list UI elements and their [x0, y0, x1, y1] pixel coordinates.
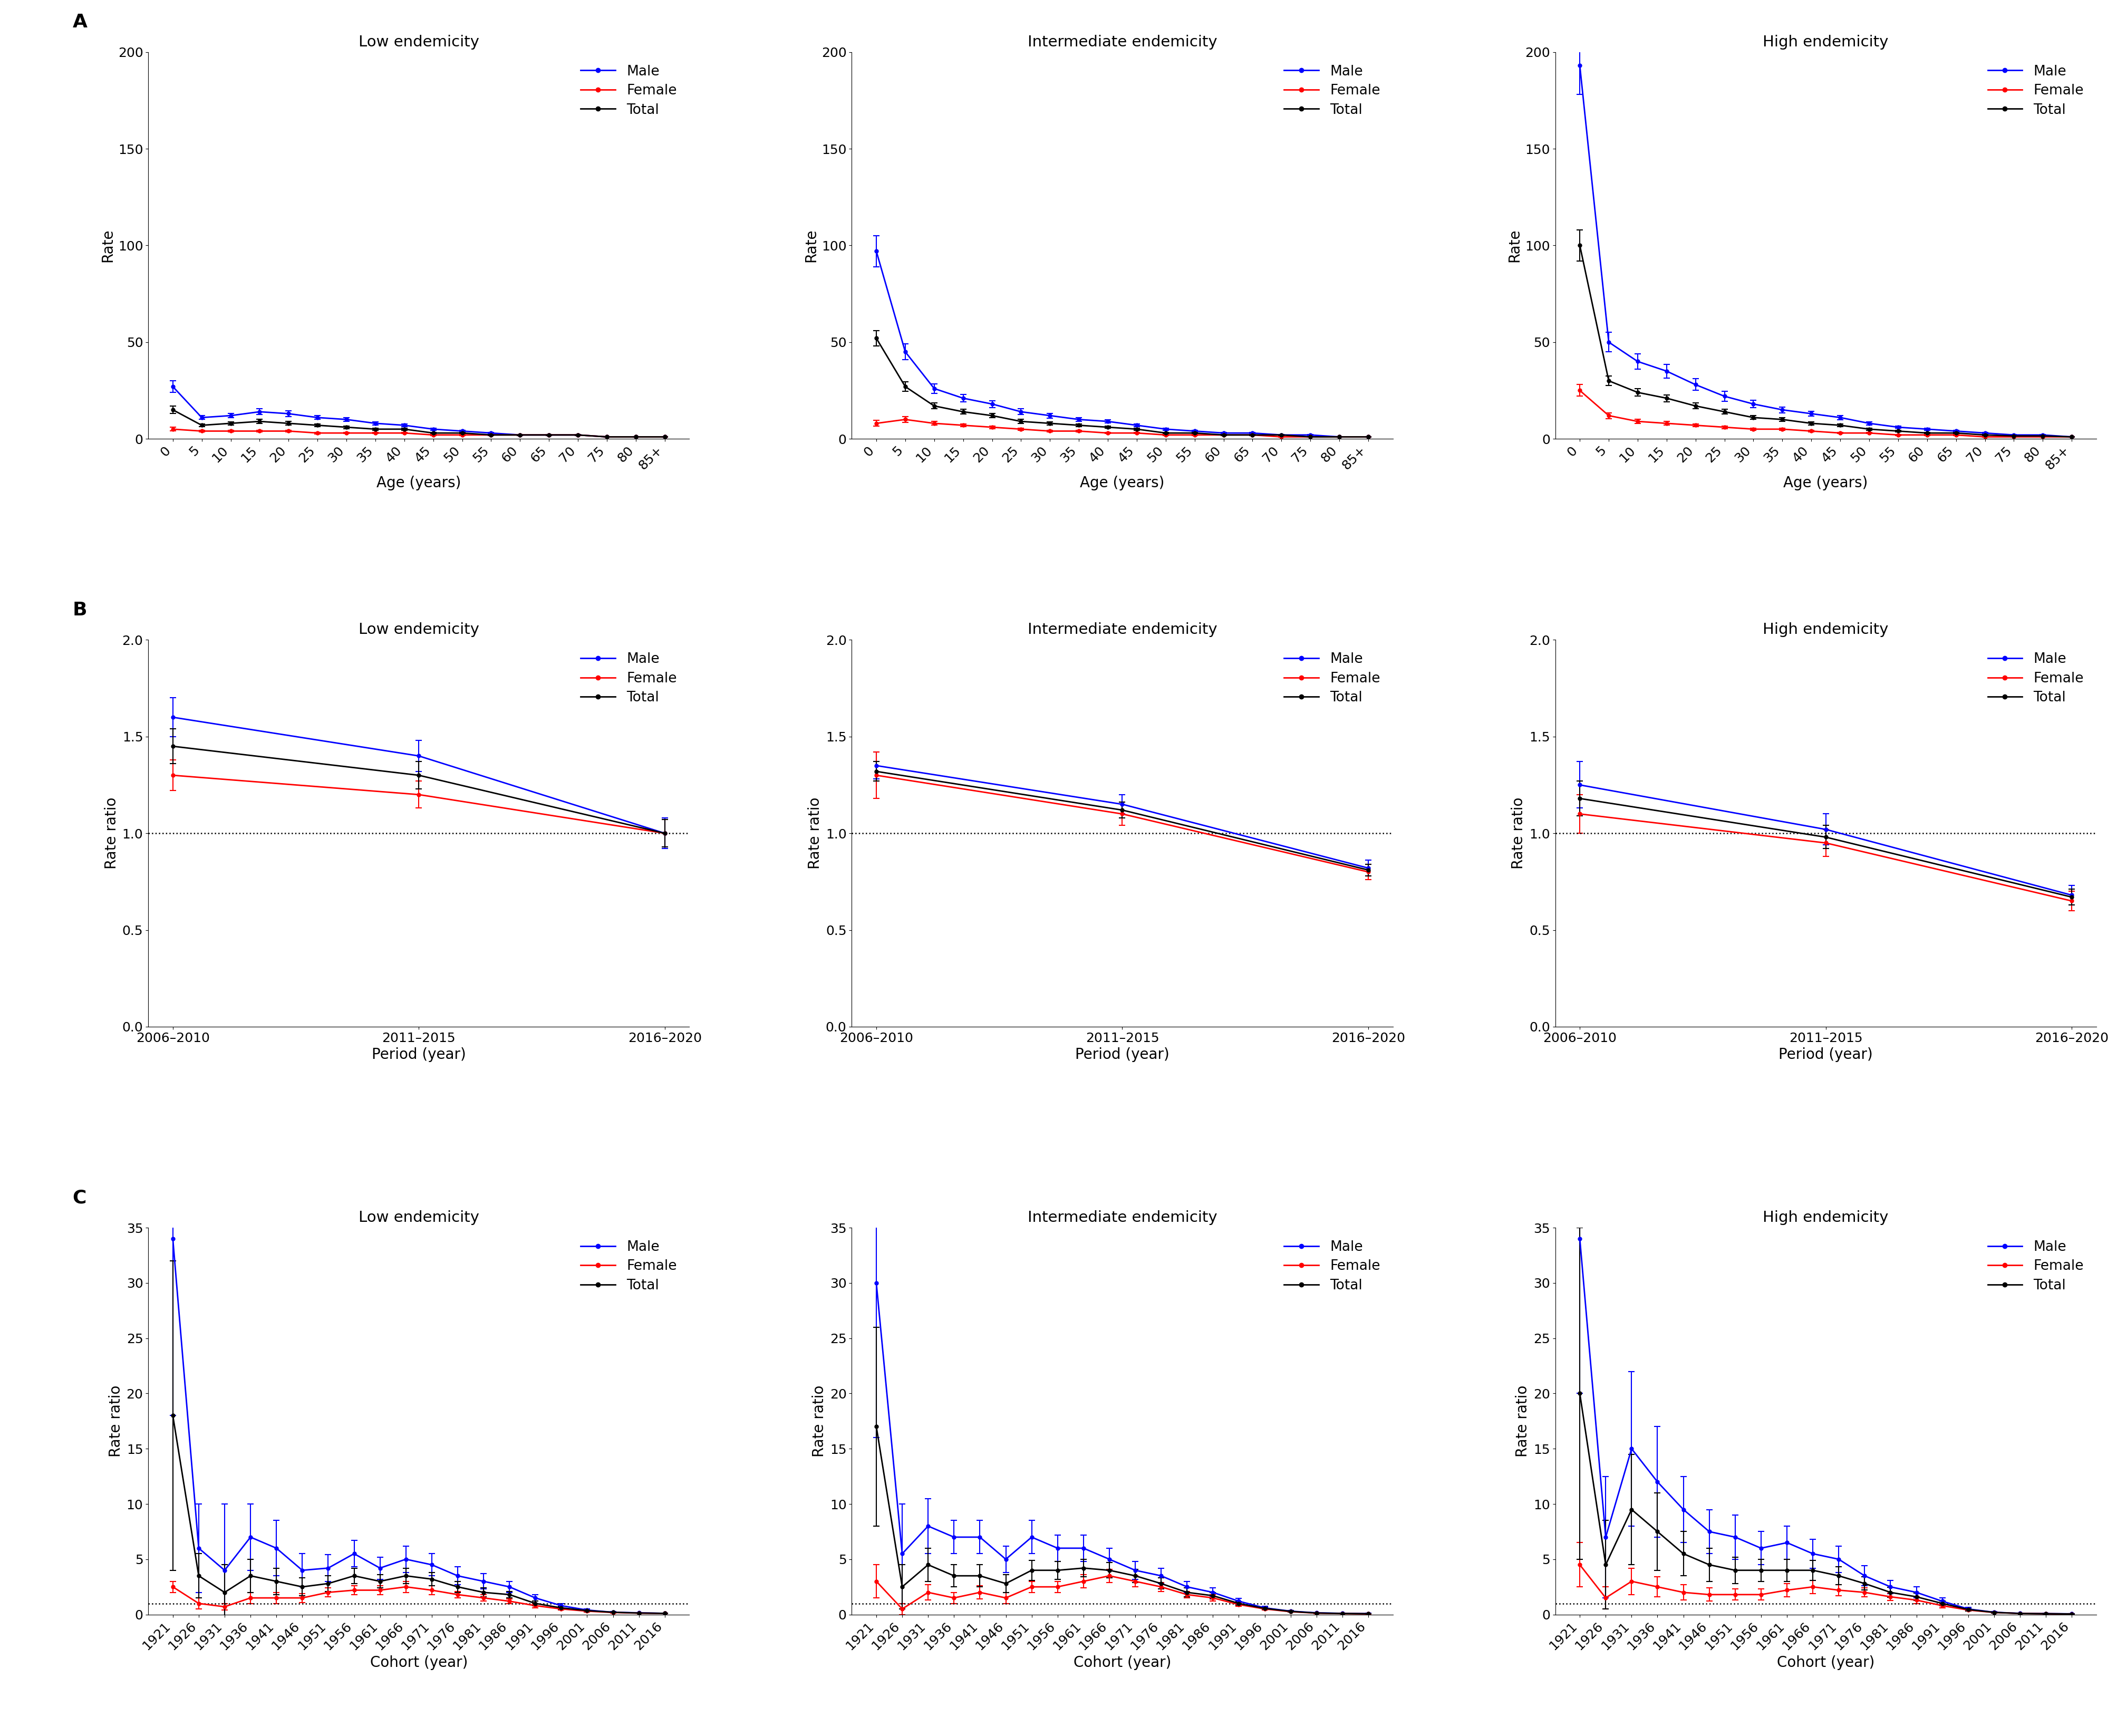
Y-axis label: Rate ratio: Rate ratio	[1516, 1385, 1531, 1457]
X-axis label: Cohort (year): Cohort (year)	[1073, 1654, 1171, 1670]
Y-axis label: Rate ratio: Rate ratio	[1512, 797, 1526, 870]
Legend: Male, Female, Total: Male, Female, Total	[576, 59, 682, 123]
Legend: Male, Female, Total: Male, Female, Total	[1982, 1234, 2089, 1299]
X-axis label: Period (year): Period (year)	[1778, 1047, 1871, 1062]
Text: A: A	[72, 14, 87, 31]
X-axis label: Age (years): Age (years)	[1783, 476, 1867, 490]
Title: High endemicity: High endemicity	[1763, 623, 1888, 637]
Y-axis label: Rate ratio: Rate ratio	[809, 797, 821, 870]
Y-axis label: Rate ratio: Rate ratio	[108, 1385, 123, 1457]
Title: Low endemicity: Low endemicity	[358, 1210, 478, 1226]
Text: B: B	[72, 601, 87, 620]
Legend: Male, Female, Total: Male, Female, Total	[576, 1234, 682, 1299]
Legend: Male, Female, Total: Male, Female, Total	[1279, 648, 1385, 710]
Y-axis label: Rate: Rate	[99, 229, 114, 262]
Legend: Male, Female, Total: Male, Female, Total	[1982, 59, 2089, 123]
Text: C: C	[72, 1189, 87, 1207]
Title: Low endemicity: Low endemicity	[358, 623, 478, 637]
Title: High endemicity: High endemicity	[1763, 1210, 1888, 1226]
Title: Intermediate endemicity: Intermediate endemicity	[1027, 623, 1217, 637]
X-axis label: Period (year): Period (year)	[1075, 1047, 1169, 1062]
Y-axis label: Rate: Rate	[1507, 229, 1522, 262]
X-axis label: Cohort (year): Cohort (year)	[370, 1654, 468, 1670]
X-axis label: Period (year): Period (year)	[373, 1047, 466, 1062]
Title: Low endemicity: Low endemicity	[358, 35, 478, 49]
Legend: Male, Female, Total: Male, Female, Total	[576, 648, 682, 710]
Y-axis label: Rate ratio: Rate ratio	[104, 797, 119, 870]
Y-axis label: Rate ratio: Rate ratio	[813, 1385, 826, 1457]
Title: Intermediate endemicity: Intermediate endemicity	[1027, 35, 1217, 49]
X-axis label: Age (years): Age (years)	[377, 476, 462, 490]
Title: High endemicity: High endemicity	[1763, 35, 1888, 49]
Legend: Male, Female, Total: Male, Female, Total	[1279, 59, 1385, 123]
Legend: Male, Female, Total: Male, Female, Total	[1279, 1234, 1385, 1299]
Y-axis label: Rate: Rate	[804, 229, 819, 262]
Legend: Male, Female, Total: Male, Female, Total	[1982, 648, 2089, 710]
X-axis label: Age (years): Age (years)	[1080, 476, 1164, 490]
Title: Intermediate endemicity: Intermediate endemicity	[1027, 1210, 1217, 1226]
X-axis label: Cohort (year): Cohort (year)	[1776, 1654, 1874, 1670]
